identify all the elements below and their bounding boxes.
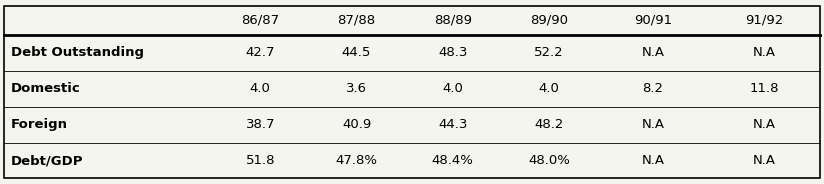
- Text: 4.0: 4.0: [250, 82, 271, 95]
- Text: 48.2: 48.2: [534, 118, 564, 131]
- Text: 4.0: 4.0: [442, 82, 463, 95]
- Text: Debt/GDP: Debt/GDP: [11, 154, 83, 167]
- Text: 86/87: 86/87: [241, 14, 279, 27]
- Text: 42.7: 42.7: [246, 46, 275, 59]
- Text: 44.5: 44.5: [342, 46, 372, 59]
- Text: 52.2: 52.2: [534, 46, 564, 59]
- Text: Domestic: Domestic: [11, 82, 81, 95]
- Text: Foreign: Foreign: [11, 118, 68, 131]
- Text: N.A: N.A: [752, 154, 775, 167]
- Text: 87/88: 87/88: [338, 14, 376, 27]
- Text: 40.9: 40.9: [342, 118, 371, 131]
- Text: N.A: N.A: [752, 118, 775, 131]
- Text: Debt Outstanding: Debt Outstanding: [11, 46, 143, 59]
- Text: 8.2: 8.2: [643, 82, 663, 95]
- Text: 47.8%: 47.8%: [335, 154, 377, 167]
- Text: 48.0%: 48.0%: [528, 154, 570, 167]
- Text: 89/90: 89/90: [530, 14, 568, 27]
- Text: N.A: N.A: [641, 154, 664, 167]
- Text: 3.6: 3.6: [346, 82, 367, 95]
- Text: 44.3: 44.3: [438, 118, 467, 131]
- Text: 4.0: 4.0: [539, 82, 559, 95]
- Text: 11.8: 11.8: [750, 82, 779, 95]
- Text: N.A: N.A: [641, 46, 664, 59]
- Text: 91/92: 91/92: [745, 14, 784, 27]
- Text: 51.8: 51.8: [246, 154, 275, 167]
- Text: 48.3: 48.3: [438, 46, 467, 59]
- Text: 48.4%: 48.4%: [432, 154, 474, 167]
- Text: 90/91: 90/91: [634, 14, 672, 27]
- Text: N.A: N.A: [641, 118, 664, 131]
- Text: 38.7: 38.7: [246, 118, 275, 131]
- Text: N.A: N.A: [752, 46, 775, 59]
- Text: 88/89: 88/89: [433, 14, 472, 27]
